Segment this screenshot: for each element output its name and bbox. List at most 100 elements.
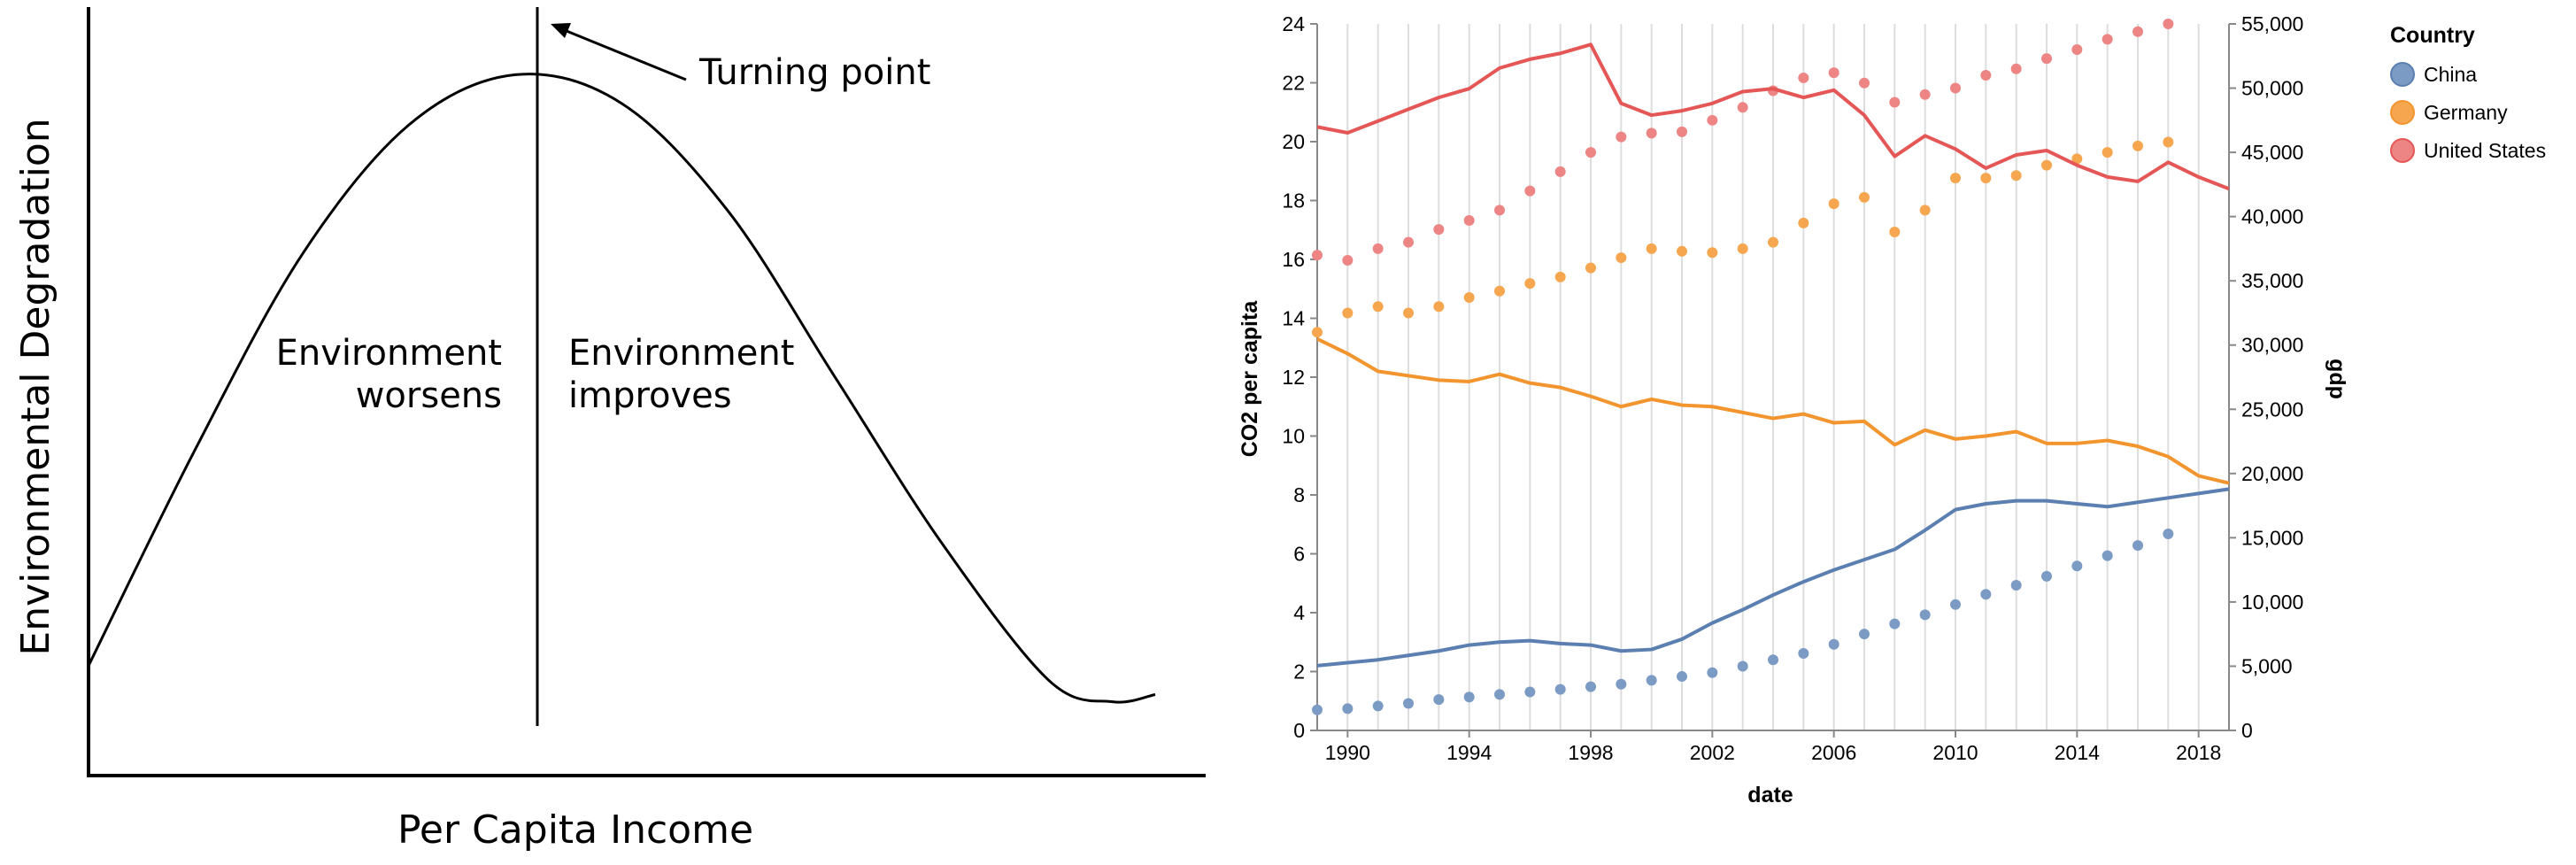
china-gdp-point xyxy=(1950,599,1961,610)
y2-tick-label: 0 xyxy=(2241,719,2253,742)
germany-gdp-point xyxy=(2163,136,2174,148)
kuznets-y-axis-title: Environmental Degradation xyxy=(13,118,58,655)
germany-gdp-point xyxy=(1585,262,1596,274)
united-states-gdp-point xyxy=(1372,243,1384,254)
united-states-gdp-point xyxy=(2102,34,2113,45)
china-gdp-point xyxy=(1463,691,1475,703)
china-gdp-point xyxy=(1677,671,1687,683)
germany-gdp-point xyxy=(1372,301,1384,313)
y2-tick-label: 45,000 xyxy=(2241,141,2303,164)
x-tick-label: 2010 xyxy=(1932,741,1978,764)
x-tick-label: 2002 xyxy=(1690,741,1735,764)
y-tick-label: 20 xyxy=(1282,130,1305,153)
china-gdp-point xyxy=(1707,667,1718,678)
united-states-legend-swatch xyxy=(2390,138,2415,163)
worsens-label-line2: worsens xyxy=(356,375,502,416)
legend: Country China Germany United States xyxy=(2390,23,2546,163)
right-y-axis: 0 5,000 10,000 15,000 20,000 25,000 30,000 35,0… xyxy=(2228,12,2303,742)
china-gdp-point xyxy=(1616,678,1627,690)
germany-gdp-point xyxy=(2010,170,2022,181)
x-tick-label: 1994 xyxy=(1446,741,1492,764)
china-gdp-point xyxy=(2102,550,2113,561)
china-gdp-point xyxy=(1768,654,1778,666)
germany-gdp-point xyxy=(1463,292,1475,304)
germany-co2-line xyxy=(1316,336,2230,485)
y-tick-label: 24 xyxy=(1282,12,1305,35)
china-gdp-point xyxy=(1433,694,1445,706)
x-tick-label: 2006 xyxy=(1811,741,1856,764)
united-states-gdp-point xyxy=(2071,44,2083,56)
germany-gdp-point xyxy=(1342,307,1354,319)
united-states-gdp-point xyxy=(1312,250,1323,261)
united-states-gdp-point xyxy=(1403,236,1414,248)
germany-gdp-point xyxy=(1828,198,1839,210)
china-gdp-point xyxy=(2133,540,2143,552)
united-states-gdp-point xyxy=(1677,126,1687,137)
united-states-gdp-point xyxy=(1737,102,1748,113)
y-tick-label: 8 xyxy=(1293,483,1305,506)
china-gdp-point xyxy=(1859,629,1870,640)
united-states-gdp-point xyxy=(1980,70,1992,81)
united-states-gdp-point xyxy=(1950,82,1961,94)
united-states-gdp-point xyxy=(2041,53,2052,65)
china-gdp-point xyxy=(1646,675,1657,686)
vertical-grid xyxy=(1346,24,2230,730)
china-gdp-point xyxy=(2041,570,2052,582)
united-states-gdp-point xyxy=(2010,63,2022,74)
x-axis-title: date xyxy=(1747,783,1793,807)
china-gdp-point xyxy=(1798,647,1809,659)
united-states-gdp-point xyxy=(2163,19,2174,29)
united-states-gdp-point xyxy=(1494,205,1505,216)
united-states-gdp-point xyxy=(1889,97,1901,108)
x-tick-label: 1990 xyxy=(1325,741,1370,764)
china-gdp-point xyxy=(1554,684,1566,695)
y-tick-label: 10 xyxy=(1282,425,1305,448)
china-gdp-point xyxy=(1312,704,1323,715)
united-states-gdp-point xyxy=(1828,67,1839,79)
china-legend-swatch xyxy=(2390,62,2415,87)
y-tick-label: 14 xyxy=(1282,307,1305,330)
germany-gdp-point xyxy=(1494,285,1505,297)
united-states-gdp-point xyxy=(1919,89,1931,100)
y-tick-label: 6 xyxy=(1293,543,1305,566)
china-gdp-point xyxy=(1919,609,1931,621)
worsens-label-line1: Environment xyxy=(276,333,502,374)
x-tick-label: 1998 xyxy=(1568,741,1613,764)
y-tick-label: 22 xyxy=(1282,72,1305,95)
germany-legend-label: Germany xyxy=(2424,101,2508,124)
germany-gdp-point xyxy=(2041,159,2052,171)
kuznets-chart: Turning point Environment worsens Enviro… xyxy=(13,7,1206,853)
y2-tick-label: 50,000 xyxy=(2241,77,2303,100)
y2-tick-label: 5,000 xyxy=(2241,654,2293,677)
germany-gdp-point xyxy=(1433,301,1445,313)
united-states-gdp-point xyxy=(1646,127,1657,139)
turning-point-arrowhead xyxy=(551,23,571,38)
y2-tick-label: 30,000 xyxy=(2241,334,2303,357)
improves-label-line1: Environment xyxy=(568,333,794,374)
china-gdp-point xyxy=(2071,560,2083,572)
germany-gdp-point xyxy=(1980,173,1992,184)
y2-tick-label: 25,000 xyxy=(2241,398,2303,421)
united-states-gdp-point xyxy=(1707,114,1718,126)
co2-lines xyxy=(1316,42,2230,668)
germany-gdp-point xyxy=(1859,191,1870,203)
x-tick-label: 2018 xyxy=(2176,741,2221,764)
y2-tick-label: 15,000 xyxy=(2241,526,2303,549)
united-states-gdp-point xyxy=(1798,72,1809,83)
china-gdp-point xyxy=(1828,638,1839,650)
germany-gdp-point xyxy=(1524,278,1536,290)
y-tick-label: 4 xyxy=(1293,601,1305,624)
y2-tick-label: 35,000 xyxy=(2241,269,2303,292)
kuznets-x-axis-title: Per Capita Income xyxy=(397,807,753,853)
germany-gdp-point xyxy=(1616,252,1627,264)
germany-gdp-point xyxy=(1768,236,1778,248)
kuznets-curve xyxy=(87,73,1156,704)
china-gdp-point xyxy=(1524,686,1536,698)
united-states-gdp-point xyxy=(1433,224,1445,236)
y2-tick-label: 20,000 xyxy=(2241,462,2303,485)
gdp-y-axis-title: gdp xyxy=(2325,359,2349,399)
china-gdp-point xyxy=(1403,698,1414,709)
china-gdp-point xyxy=(1889,618,1901,629)
united-states-co2-line xyxy=(1316,42,2230,191)
